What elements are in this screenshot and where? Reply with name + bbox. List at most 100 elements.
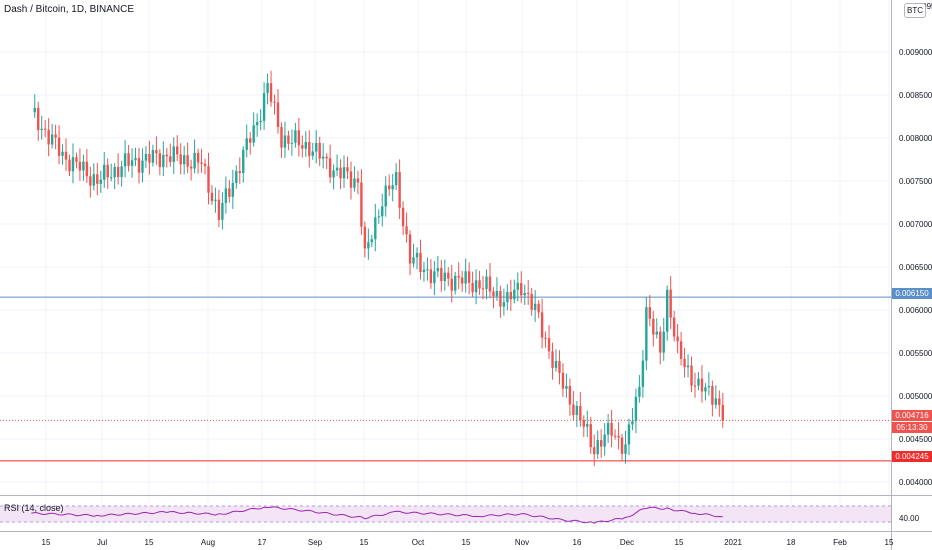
- candle-body: [123, 153, 127, 167]
- candle-body: [280, 127, 283, 148]
- candle-body: [575, 405, 579, 416]
- time-tick-label: Aug: [201, 538, 215, 547]
- candle-body: [110, 177, 113, 179]
- candle-body: [471, 282, 474, 293]
- candle-body: [454, 275, 457, 291]
- candle-body: [207, 166, 210, 193]
- candle-body: [328, 158, 332, 178]
- candle-body: [568, 386, 572, 405]
- time-tick-label: Jul: [97, 538, 107, 547]
- candle-body: [228, 188, 231, 197]
- price-tick-label: 0.007000: [899, 220, 932, 229]
- candle-body: [203, 163, 207, 167]
- candle-body: [196, 152, 200, 163]
- candle-body: [565, 386, 568, 389]
- candle-body: [224, 188, 228, 203]
- candle-body: [693, 385, 697, 387]
- candle-body: [540, 312, 544, 338]
- candle-body: [235, 171, 238, 183]
- rsi-line: [31, 506, 723, 524]
- candle-body: [718, 398, 721, 405]
- candle-body: [641, 360, 645, 387]
- candle-body: [130, 160, 134, 166]
- candle-body: [495, 290, 499, 297]
- candle-body: [412, 257, 415, 264]
- candle-body: [450, 278, 453, 291]
- time-tick-label: 15: [360, 538, 369, 547]
- candle-body: [589, 424, 592, 448]
- candle-body: [50, 134, 54, 145]
- candle-body: [481, 288, 485, 290]
- candle-body: [304, 141, 307, 149]
- candle-body: [714, 398, 718, 405]
- candle-body: [116, 166, 120, 177]
- time-tick-label: Dec: [620, 538, 634, 547]
- price-tick-label: 0.009000: [899, 48, 932, 57]
- candle-body: [516, 282, 519, 290]
- candle-body: [214, 199, 217, 201]
- candle-body: [426, 269, 429, 271]
- candle-body: [242, 149, 245, 174]
- candle-body: [381, 206, 384, 217]
- candle-body: [96, 174, 99, 184]
- candle-body: [221, 202, 224, 220]
- candle-body: [141, 160, 144, 173]
- candle-body: [238, 171, 241, 174]
- candle-body: [620, 437, 624, 454]
- candle-body: [659, 331, 662, 353]
- candle-body: [384, 185, 387, 207]
- candle-body: [533, 303, 537, 310]
- time-tick-label: 17: [258, 538, 267, 547]
- candle-body: [579, 405, 582, 421]
- candle-body: [502, 302, 506, 307]
- candle-body: [690, 365, 693, 386]
- price-tick-label: 0.008500: [899, 91, 932, 100]
- candle-body: [422, 269, 426, 273]
- red-line-price-tag: 0.004245: [892, 451, 932, 462]
- candle-body: [148, 154, 151, 163]
- candle-body: [172, 146, 175, 163]
- candle-body: [176, 146, 179, 155]
- candle-body: [255, 122, 259, 126]
- candle-body: [106, 164, 109, 178]
- candle-body: [547, 338, 551, 352]
- rsi-value-label: 40.00: [899, 514, 920, 523]
- candle-body: [506, 291, 509, 303]
- time-tick-label: 18: [787, 538, 796, 547]
- candle-body: [523, 292, 526, 296]
- candle-body: [610, 422, 613, 436]
- candle-body: [558, 360, 561, 373]
- candle-body: [443, 272, 446, 282]
- candle-body: [606, 422, 610, 435]
- candle-body: [593, 447, 596, 455]
- candle-body: [120, 166, 123, 177]
- candle-body: [485, 276, 488, 289]
- candle-body: [457, 275, 460, 278]
- candle-body: [391, 185, 394, 190]
- candle-body: [513, 289, 516, 300]
- candle-body: [252, 125, 255, 143]
- time-tick-label: Sep: [308, 538, 323, 547]
- candle-body: [283, 135, 287, 148]
- candle-body: [151, 150, 155, 163]
- candle-body: [700, 378, 704, 392]
- candle-body: [262, 93, 266, 121]
- candle-body: [405, 226, 408, 235]
- candle-body: [71, 157, 75, 172]
- candle-body: [527, 292, 530, 294]
- candle-body: [75, 157, 78, 162]
- candle-body: [638, 386, 641, 397]
- candle-body: [290, 142, 294, 144]
- candle-body: [40, 128, 43, 131]
- blue-line-price-tag: 0.006150: [892, 288, 932, 299]
- candle-body: [666, 289, 669, 332]
- candle-body: [394, 172, 398, 186]
- rsi-indicator-label[interactable]: RSI (14, close): [4, 503, 64, 513]
- candle-body: [672, 317, 676, 337]
- price-tick-label: 0.005000: [899, 392, 932, 401]
- candle-body: [370, 239, 374, 243]
- candle-body: [162, 154, 165, 167]
- candle-body: [68, 159, 71, 172]
- currency-badge[interactable]: BTC: [904, 3, 926, 18]
